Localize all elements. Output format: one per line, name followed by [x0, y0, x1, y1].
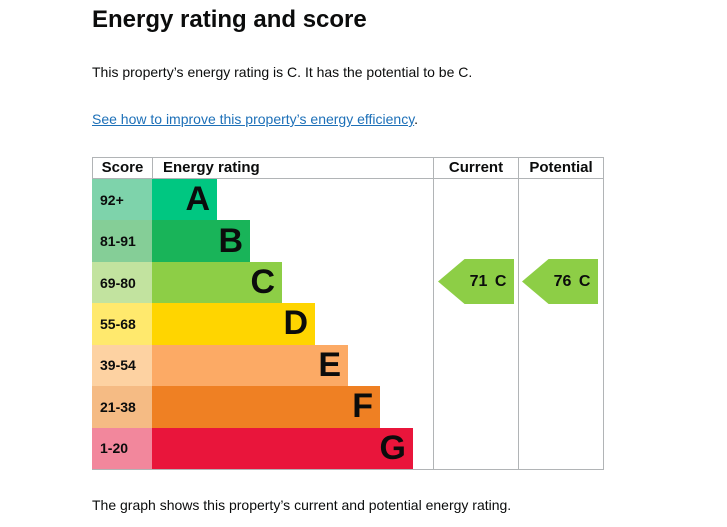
- link-suffix: .: [414, 111, 419, 127]
- score-range-c: 69-80: [92, 261, 152, 304]
- header-current: Current: [433, 158, 518, 178]
- page: Energy rating and score This property’s …: [92, 6, 727, 513]
- band-row-d: 55-68 D: [92, 303, 604, 345]
- score-range-b: 81-91: [92, 220, 152, 262]
- band-row-c: 69-80 C: [92, 261, 604, 304]
- score-range-g: 1-20: [92, 427, 152, 469]
- band-row-e: 39-54 E: [92, 344, 604, 387]
- score-range-e: 39-54: [92, 344, 152, 387]
- chart-caption: The graph shows this property’s current …: [92, 497, 512, 513]
- score-range-f: 21-38: [92, 386, 152, 428]
- current-column-left-divider: [433, 179, 434, 469]
- current-rating-label: 71 C: [469, 272, 507, 290]
- improve-efficiency-link[interactable]: See how to improve this property’s energ…: [92, 111, 415, 127]
- band-bar-f: F: [152, 386, 380, 428]
- band-row-g: 1-20 G: [92, 427, 604, 469]
- page-title: Energy rating and score: [92, 6, 367, 33]
- band-row-b: 81-91 B: [92, 220, 604, 262]
- band-bar-a: A: [152, 179, 217, 221]
- header-energy-rating: Energy rating: [163, 159, 260, 176]
- chart-header-row: Score Energy rating Current Potential: [92, 157, 604, 179]
- improve-link-line: See how to improve this property’s energ…: [92, 111, 727, 128]
- header-potential: Potential: [518, 158, 604, 178]
- band-row-a: 92+ A: [92, 179, 604, 221]
- potential-rating-label: 76 C: [553, 272, 591, 290]
- energy-rating-chart: Score Energy rating Current Potential 71…: [92, 157, 604, 470]
- intro-text: This property’s energy rating is C. It h…: [92, 64, 473, 80]
- chart-right-border: [603, 179, 604, 469]
- band-bar-g: G: [152, 427, 413, 469]
- band-bar-d: D: [152, 303, 315, 345]
- score-range-a: 92+: [92, 179, 152, 221]
- score-range-d: 55-68: [92, 303, 152, 345]
- band-row-f: 21-38 F: [92, 386, 604, 428]
- header-score: Score: [92, 158, 153, 178]
- band-bar-b: B: [152, 220, 250, 262]
- chart-body: 71 C 76 C 92+ A 81-91 B 69-80 C 55-68 D 39-54 E 21…: [92, 179, 604, 469]
- band-bar-e: E: [152, 344, 348, 387]
- potential-column-left-divider: [518, 179, 519, 469]
- band-bar-c: C: [152, 261, 282, 304]
